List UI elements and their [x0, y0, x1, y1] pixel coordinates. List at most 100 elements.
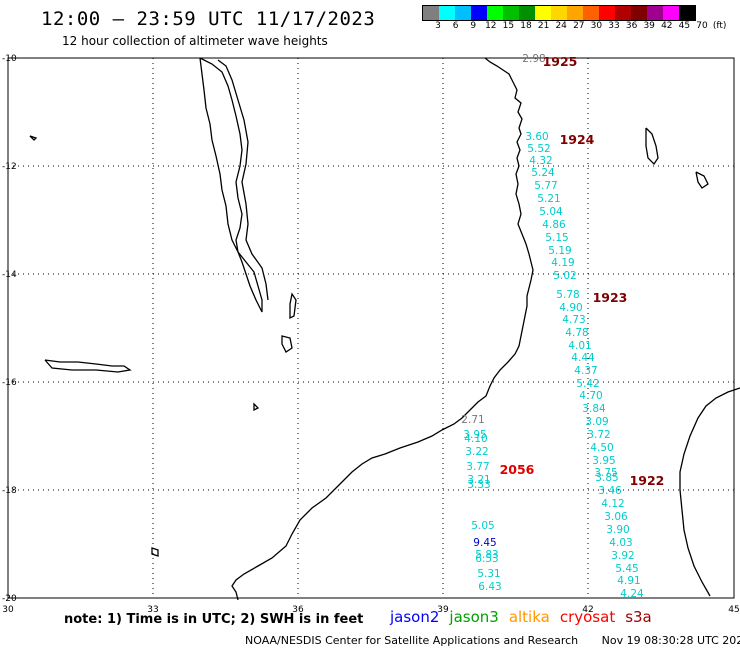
small-lake-3 — [253, 402, 260, 412]
mayotte-island — [695, 171, 709, 189]
page-subtitle: 12 hour collection of altimeter wave hei… — [62, 34, 328, 48]
color-scale-label: 39 — [643, 21, 655, 31]
wave-height-value: 4.24 — [620, 588, 644, 600]
lake-malawi — [199, 57, 263, 313]
wave-height-value: 5.04 — [539, 206, 563, 218]
wave-height-value: 5.31 — [477, 568, 500, 580]
satellite-legend-cryosat: cryosat — [559, 608, 616, 626]
color-scale-label: 36 — [625, 21, 638, 31]
y-tick-label: -18 — [2, 486, 17, 496]
wave-height-value: 4.70 — [579, 390, 602, 402]
wave-height-value: 6.53 — [475, 553, 498, 565]
wave-height-value: 3.75 — [594, 467, 617, 479]
x-tick-label: 36 — [292, 605, 304, 615]
satellite-legend: jason2 jason3 altika cryosat s3a — [390, 608, 662, 626]
color-scale-label: 27 — [573, 21, 585, 31]
color-swatch — [647, 6, 663, 20]
wave-height-value: 5.77 — [534, 180, 557, 192]
color-swatch — [455, 6, 471, 20]
color-scale-label: 12 — [485, 21, 497, 31]
wave-height-value: 3.06 — [604, 511, 628, 523]
pass-times: 1925 1924 1923 1922 2056 — [500, 54, 665, 488]
lake-malawi-east — [217, 59, 269, 301]
y-tick-label: -16 — [2, 378, 17, 388]
color-swatch — [439, 6, 455, 20]
coastline — [29, 57, 740, 601]
madagascar-coastline — [679, 387, 740, 597]
footer-credit: NOAA/NESDIS Center for Satellite Applica… — [245, 634, 740, 647]
wave-height-value: 4.44 — [571, 352, 595, 364]
small-island-south — [151, 547, 159, 557]
y-tick-label: -14 — [2, 270, 17, 280]
y-tick-label: -12 — [2, 162, 17, 172]
wave-height-value: 4.86 — [542, 219, 566, 231]
wave-height-value: 5.24 — [531, 167, 555, 179]
map-frame — [7, 57, 735, 599]
map-grid — [7, 57, 735, 599]
wave-height-value: 4.03 — [609, 537, 632, 549]
small-lake-2 — [289, 292, 297, 320]
wave-height-value: 3.84 — [582, 403, 606, 415]
wave-height-value: 4.19 — [551, 257, 574, 269]
wave-height-value: 5.78 — [556, 289, 579, 301]
color-swatch — [535, 6, 551, 20]
lake-west — [44, 359, 132, 373]
color-swatch — [583, 6, 599, 20]
small-lake — [281, 335, 293, 353]
color-swatch — [631, 6, 647, 20]
wave-height-value: 3.95 — [592, 455, 615, 467]
wave-height-value: 3.46 — [598, 485, 622, 497]
altimeter-tracks: 2.98 3.605.524.325.245.775.215.044.865.15… — [461, 53, 644, 600]
color-scale-label: 42 — [661, 21, 673, 31]
satellite-legend-jason2: jason2 — [390, 608, 440, 626]
color-swatch — [423, 6, 439, 20]
pass-time-label: 1922 — [630, 473, 665, 488]
color-swatch — [599, 6, 615, 20]
color-scale-label: 3 — [435, 21, 441, 31]
wave-height-value: 3.22 — [465, 446, 488, 458]
wave-height-value: 3.33 — [467, 479, 490, 491]
wave-height-value: 3.85 — [595, 472, 618, 484]
axis-ticks: 30 33 36 39 42 45 -10 -12 -14 -16 -18 -20 — [2, 54, 740, 615]
color-swatch — [663, 6, 679, 20]
satellite-legend-altika: altika — [508, 608, 550, 626]
x-tick-label: 39 — [437, 605, 449, 615]
satellite-legend-jason3: jason3 — [449, 608, 499, 626]
mozambique-coastline — [231, 57, 534, 601]
wave-height-value: 4.32 — [529, 155, 552, 167]
credit-text: NOAA/NESDIS Center for Satellite Applica… — [245, 634, 579, 647]
wave-height-value: 3.92 — [611, 550, 634, 562]
pass-time-label: 1923 — [593, 290, 628, 305]
wave-height-value: 3.77 — [466, 461, 489, 473]
x-tick-label: 33 — [147, 605, 158, 615]
wave-height-value: 4.90 — [559, 302, 582, 314]
wave-height-value: 4.12 — [601, 498, 624, 510]
wave-height-value: 3.21 — [467, 474, 490, 486]
color-scale-label: 6 — [452, 21, 459, 31]
timestamp: Nov 19 08:30:28 UTC 2023 — [601, 634, 740, 647]
wave-height-value: 5.19 — [548, 245, 571, 257]
wave-height-value: 5.42 — [576, 378, 599, 390]
wave-height-value: 4.01 — [568, 340, 591, 352]
color-scale-labels: 3 6 9 12 15 18 21 24 27 30 33 36 39 42 45 70 (ft) — [422, 21, 740, 33]
wave-height-value: 2.98 — [522, 53, 545, 65]
wave-height-value: 5.02 — [553, 270, 576, 282]
wave-height-value: 3.09 — [585, 416, 608, 428]
wave-height-value: 5.21 — [537, 193, 560, 205]
color-swatch — [679, 6, 695, 20]
color-swatch — [487, 6, 503, 20]
color-scale-label: 33 — [608, 21, 620, 31]
wave-height-value: 9.45 — [473, 537, 496, 549]
wave-height-value: 4.91 — [617, 575, 640, 587]
x-tick-label: 42 — [582, 605, 593, 615]
page-title: 12:00 – 23:59 UTC 11/17/2023 — [41, 8, 376, 30]
wave-height-value: 2.71 — [461, 414, 484, 426]
color-scale-label: 18 — [520, 21, 532, 31]
footer-note: note: 1) Time is in UTC; 2) SWH is in fe… — [64, 612, 364, 627]
color-swatch — [519, 6, 535, 20]
wave-height-value: 4.73 — [562, 314, 585, 326]
color-swatch — [503, 6, 519, 20]
pass-time-label: 1925 — [543, 54, 578, 69]
wave-height-value: 4.78 — [565, 327, 588, 339]
